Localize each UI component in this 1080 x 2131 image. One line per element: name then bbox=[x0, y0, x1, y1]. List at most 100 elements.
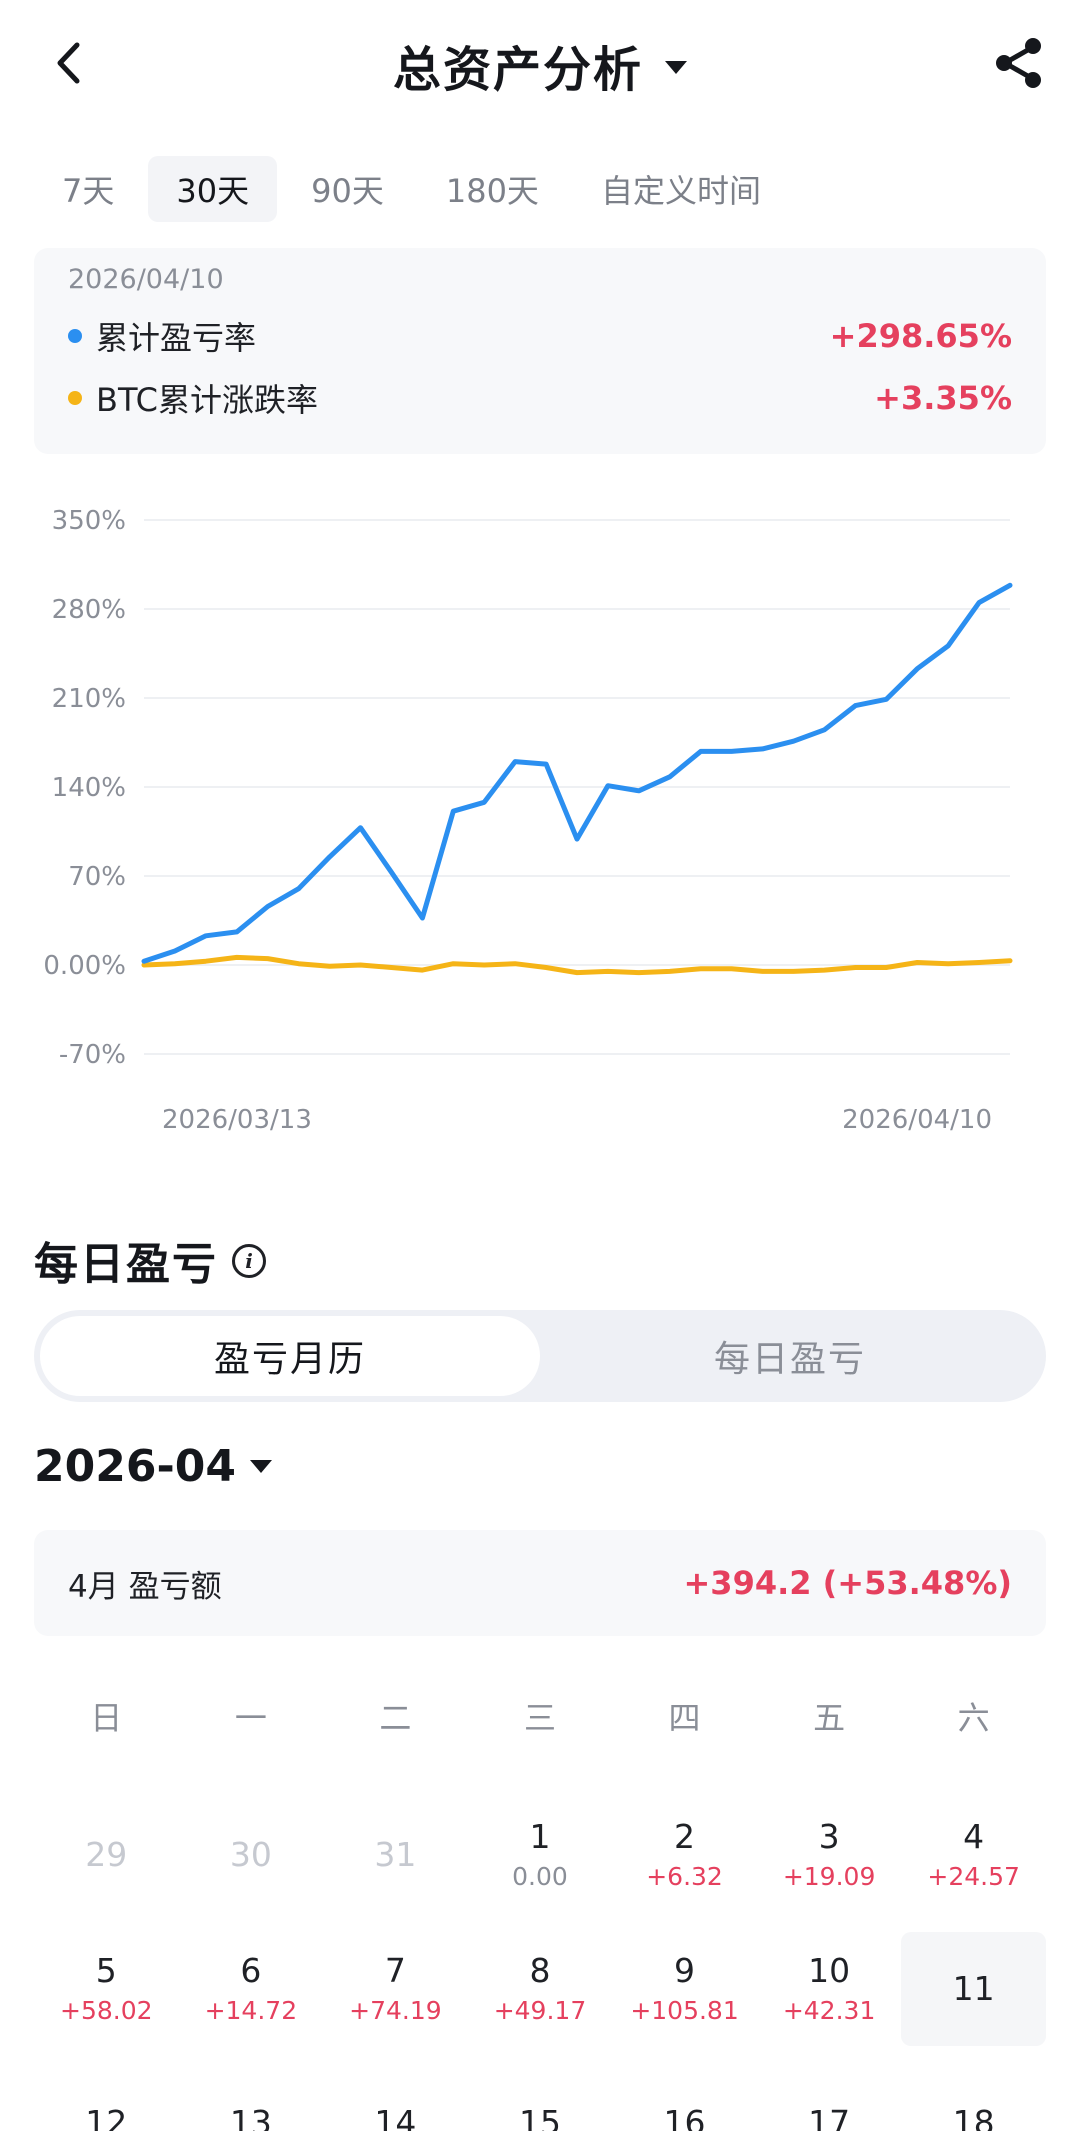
month-pnl-summary: 4月 盈亏额 +394.2 (+53.48%) bbox=[34, 1530, 1046, 1636]
line-chart[interactable]: 350% 280% 210% 140% 70% 0.00% -70% 2026/03/13 20… bbox=[0, 490, 1080, 1150]
weekday-header: 日一二三四五六 bbox=[34, 1684, 1046, 1748]
y-tick-label: 350% bbox=[52, 506, 126, 536]
share-button[interactable] bbox=[986, 30, 1052, 96]
calendar-week-row: 5 +58.02 6 +14.72 7 +74.19 8 +49.17 9 +105.81 10 +4… bbox=[34, 1932, 1046, 2066]
calendar-day-number: 13 bbox=[229, 2103, 272, 2131]
tooltip-date: 2026/04/10 bbox=[68, 264, 224, 295]
y-tick-label: -70% bbox=[59, 1040, 126, 1070]
calendar-day-number: 17 bbox=[808, 2103, 851, 2131]
series-dot-icon bbox=[68, 329, 82, 343]
share-icon bbox=[996, 38, 1041, 88]
weekday-label: 日 bbox=[90, 1699, 123, 1737]
calendar-day-number: 31 bbox=[374, 1835, 417, 1874]
calendar-day-pnl: +19.09 bbox=[782, 1862, 876, 1891]
title-selector[interactable]: 总资产分析 bbox=[0, 30, 1080, 100]
calendar-day-cell[interactable]: 1 0.00 bbox=[468, 1798, 613, 1912]
weekday-label: 三 bbox=[523, 1699, 556, 1737]
chart-canvas: 350% 280% 210% 140% 70% 0.00% -70% 2026/03/13 20… bbox=[43, 506, 1013, 1135]
calendar-day-cell[interactable]: 12 bbox=[34, 2066, 179, 2131]
y-tick-label: 210% bbox=[52, 684, 126, 714]
segment-daily-pnl[interactable]: 每日盈亏 bbox=[713, 1339, 866, 1380]
calendar-day-number: 18 bbox=[952, 2103, 995, 2131]
calendar-day-number: 15 bbox=[518, 2103, 561, 2131]
calendar-day-cell[interactable]: 18 bbox=[901, 2066, 1046, 2131]
summary-value: +394.2 (+53.48%) bbox=[683, 1564, 1012, 1602]
calendar-day-cell[interactable]: 15 bbox=[468, 2066, 613, 2131]
chevron-left-icon bbox=[57, 42, 80, 84]
calendar-day-number: 30 bbox=[229, 1835, 272, 1874]
calendar-day-cell[interactable]: 4 +24.57 bbox=[901, 1798, 1046, 1912]
back-button[interactable] bbox=[38, 30, 98, 96]
calendar-day-number: 8 bbox=[529, 1951, 551, 1990]
range-tab[interactable]: 180天 bbox=[445, 172, 539, 210]
calendar-day-cell[interactable]: 10 +42.31 bbox=[757, 1932, 902, 2046]
series-line-btc-rate bbox=[141, 954, 1013, 976]
calendar-day-cell: 31 bbox=[323, 1798, 468, 1912]
view-segmented-control: 盈亏月历 每日盈亏 bbox=[34, 1310, 1046, 1402]
calendar-day-cell[interactable]: 6 +14.72 bbox=[179, 1932, 324, 2046]
y-tick-label: 70% bbox=[68, 862, 126, 892]
weekday-label: 二 bbox=[379, 1699, 412, 1737]
calendar-day-number: 12 bbox=[85, 2103, 128, 2131]
calendar-day-pnl: +105.81 bbox=[630, 1996, 739, 2025]
weekday-label: 五 bbox=[813, 1699, 846, 1737]
calendar-day-cell: 29 bbox=[34, 1798, 179, 1912]
y-tick-label: 0.00% bbox=[43, 951, 126, 981]
calendar-day-number: 9 bbox=[674, 1951, 696, 1990]
tooltip-row-btc-rate: BTC累计涨跌率 +3.35% bbox=[68, 376, 1012, 420]
info-icon[interactable]: i bbox=[232, 1244, 266, 1278]
weekday-label: 四 bbox=[668, 1699, 701, 1737]
range-tab[interactable]: 30天 bbox=[148, 156, 278, 222]
x-tick-label: 2026/03/13 bbox=[162, 1105, 312, 1135]
range-tab[interactable]: 90天 bbox=[311, 172, 384, 210]
calendar-day-cell[interactable]: 11 bbox=[901, 1932, 1046, 2046]
calendar-day-number: 11 bbox=[952, 1969, 995, 2008]
calendar-day-number: 2 bbox=[674, 1817, 696, 1856]
daily-pnl-header: 每日盈亏 i bbox=[34, 1230, 266, 1290]
calendar-day-pnl: +42.31 bbox=[782, 1996, 876, 2025]
page-title: 总资产分析 bbox=[392, 42, 643, 98]
calendar-day-cell: 30 bbox=[179, 1798, 324, 1912]
calendar-day-cell[interactable]: 17 bbox=[757, 2066, 902, 2131]
range-tabs: 7天 30天 90天 180天 自定义时间 bbox=[34, 156, 795, 222]
calendar-week-row: 12 13 14 15 16 17 18 bbox=[34, 2066, 1046, 2131]
range-tab[interactable]: 7天 bbox=[62, 172, 115, 210]
calendar-day-cell[interactable]: 7 +74.19 bbox=[323, 1932, 468, 2046]
chart-tooltip-card: 2026/04/10 累计盈亏率 +298.65% BTC累计涨跌率 +3.35… bbox=[34, 248, 1046, 454]
calendar-day-cell[interactable]: 2 +6.32 bbox=[612, 1798, 757, 1912]
tooltip-label: 累计盈亏率 bbox=[96, 319, 257, 357]
calendar-day-cell[interactable]: 9 +105.81 bbox=[612, 1932, 757, 2046]
calendar-day-number: 5 bbox=[95, 1951, 117, 1990]
calendar-week-row: 29 30 31 1 0.00 2 +6.32 3 +19.09 4 +24.57 bbox=[34, 1798, 1046, 1932]
tooltip-value: +3.35% bbox=[874, 379, 1012, 417]
calendar-day-number: 3 bbox=[818, 1817, 840, 1856]
x-tick-label: 2026/04/10 bbox=[842, 1105, 992, 1135]
calendar-day-cell[interactable]: 13 bbox=[179, 2066, 324, 2131]
y-tick-label: 140% bbox=[52, 773, 126, 803]
calendar-day-number: 7 bbox=[384, 1951, 406, 1990]
range-tab[interactable]: 自定义时间 bbox=[600, 172, 761, 210]
calendar-day-number: 4 bbox=[963, 1817, 985, 1856]
month-selector[interactable]: 2026-04 bbox=[34, 1436, 272, 1496]
calendar-day-pnl: +58.02 bbox=[60, 1996, 153, 2025]
tooltip-row-pnl-rate: 累计盈亏率 +298.65% bbox=[68, 314, 1012, 358]
calendar-day-cell[interactable]: 16 bbox=[612, 2066, 757, 2131]
y-tick-label: 280% bbox=[52, 595, 126, 625]
calendar-day-pnl: +74.19 bbox=[349, 1996, 442, 2025]
caret-down-icon bbox=[665, 60, 687, 74]
calendar-day-number: 10 bbox=[808, 1951, 851, 1990]
summary-label: 4月 盈亏额 bbox=[68, 1568, 222, 1605]
month-label: 2026-04 bbox=[34, 1440, 236, 1492]
series-line-pnl-rate bbox=[141, 582, 1013, 964]
calendar-day-pnl: 0.00 bbox=[512, 1862, 568, 1891]
calendar-day-number: 29 bbox=[85, 1835, 128, 1874]
calendar-day-cell[interactable]: 3 +19.09 bbox=[757, 1798, 902, 1912]
segment-pnl-calendar[interactable]: 盈亏月历 bbox=[40, 1316, 540, 1396]
calendar-day-number: 14 bbox=[374, 2103, 417, 2131]
calendar-day-cell[interactable]: 8 +49.17 bbox=[468, 1932, 613, 2046]
pnl-calendar: 29 30 31 1 0.00 2 +6.32 3 +19.09 4 +24.57 5 +58.02 6 +… bbox=[34, 1798, 1046, 2131]
calendar-day-number: 16 bbox=[663, 2103, 706, 2131]
calendar-day-number: 6 bbox=[240, 1951, 262, 1990]
calendar-day-cell[interactable]: 14 bbox=[323, 2066, 468, 2131]
calendar-day-cell[interactable]: 5 +58.02 bbox=[34, 1932, 179, 2046]
